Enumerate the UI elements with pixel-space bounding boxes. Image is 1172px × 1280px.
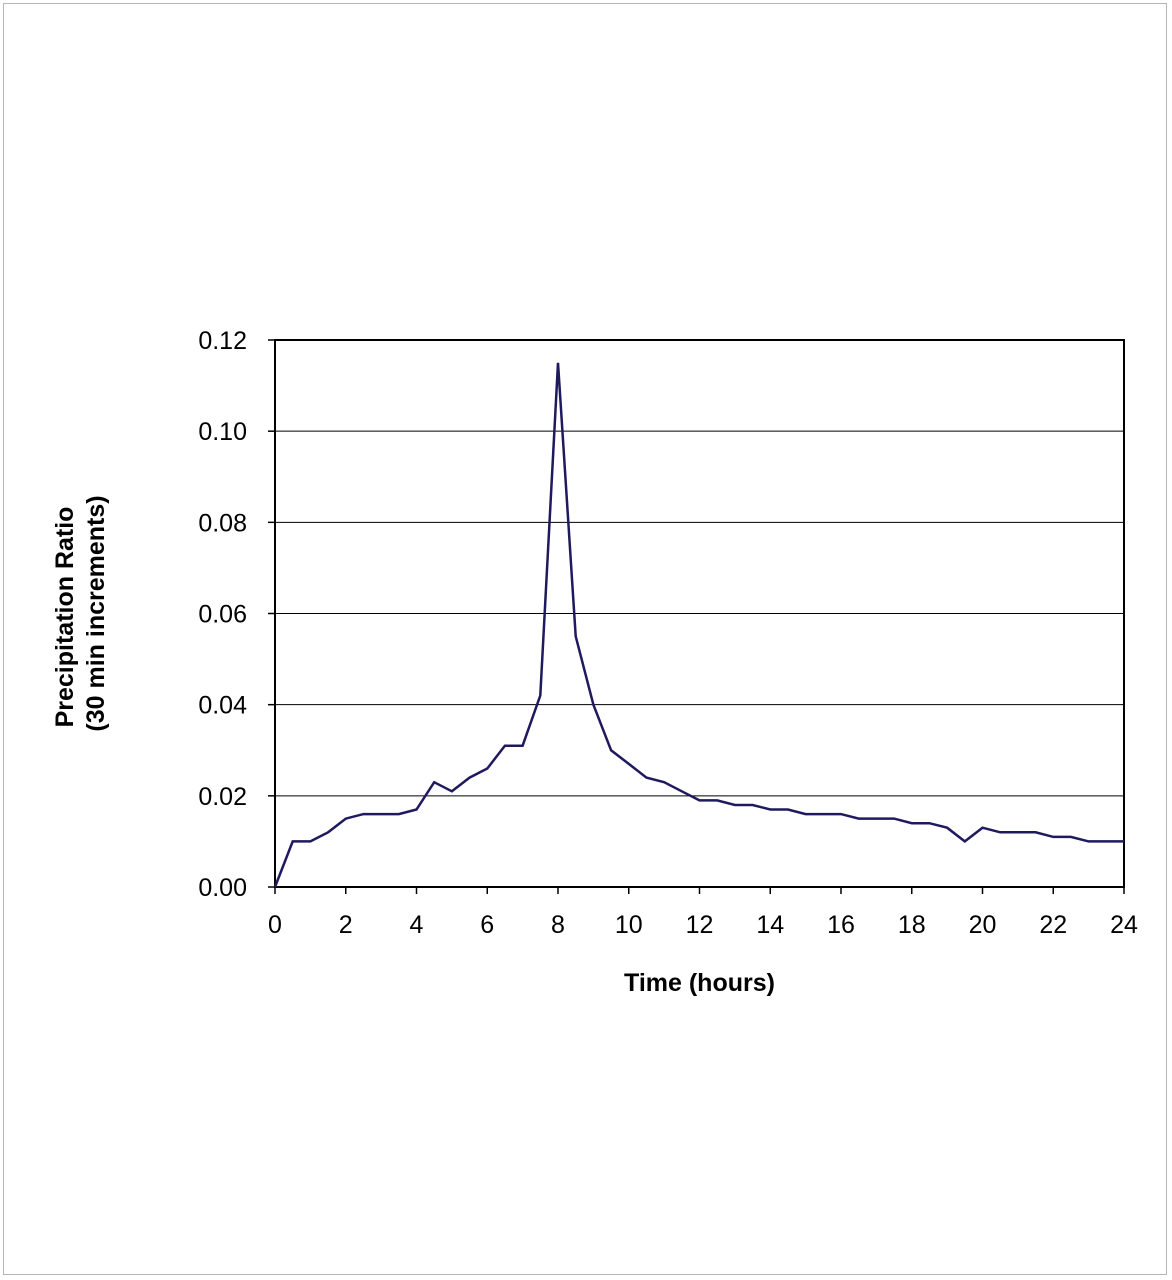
x-tick-label: 10 xyxy=(615,911,643,939)
y-axis-title-line-1: Precipitation Ratio xyxy=(51,507,79,728)
x-tick-label: 0 xyxy=(268,911,282,939)
y-tick-label: 0.02 xyxy=(198,783,247,811)
x-tick-label: 8 xyxy=(551,911,565,939)
grid-lines xyxy=(275,430,1124,797)
x-axis-tick-labels: 0 2 4 6 8 10 12 14 16 18 20 22 24 xyxy=(268,911,1138,939)
x-tick-label: 24 xyxy=(1110,911,1138,939)
y-axis-title-line-2: (30 min increments) xyxy=(82,495,110,731)
y-tick-label: 0.10 xyxy=(198,418,247,446)
y-tick-label: 0.04 xyxy=(198,692,247,720)
y-tick-label: 0.12 xyxy=(198,327,247,355)
y-tick-label: 0.06 xyxy=(198,601,247,629)
x-axis-title: Time (hours) xyxy=(624,969,775,997)
x-tick-label: 22 xyxy=(1039,911,1067,939)
y-axis-title: Precipitation Ratio (30 min increments) xyxy=(51,495,110,731)
y-axis-tick-labels: 0.00 0.02 0.04 0.06 0.08 0.10 0.12 xyxy=(198,327,247,902)
x-tick-label: 2 xyxy=(339,911,353,939)
x-tick-label: 16 xyxy=(827,911,855,939)
y-tick-label: 0.00 xyxy=(198,874,247,902)
page-frame xyxy=(3,3,1167,1275)
x-tick-label: 18 xyxy=(898,911,926,939)
x-tick-label: 20 xyxy=(969,911,997,939)
series-line xyxy=(273,362,1124,888)
x-tick-label: 4 xyxy=(410,911,424,939)
x-tick-label: 12 xyxy=(686,911,714,939)
y-tick-label: 0.08 xyxy=(198,509,247,537)
x-tick-label: 6 xyxy=(480,911,494,939)
axis-ticks xyxy=(268,339,1125,894)
x-tick-label: 14 xyxy=(756,911,784,939)
